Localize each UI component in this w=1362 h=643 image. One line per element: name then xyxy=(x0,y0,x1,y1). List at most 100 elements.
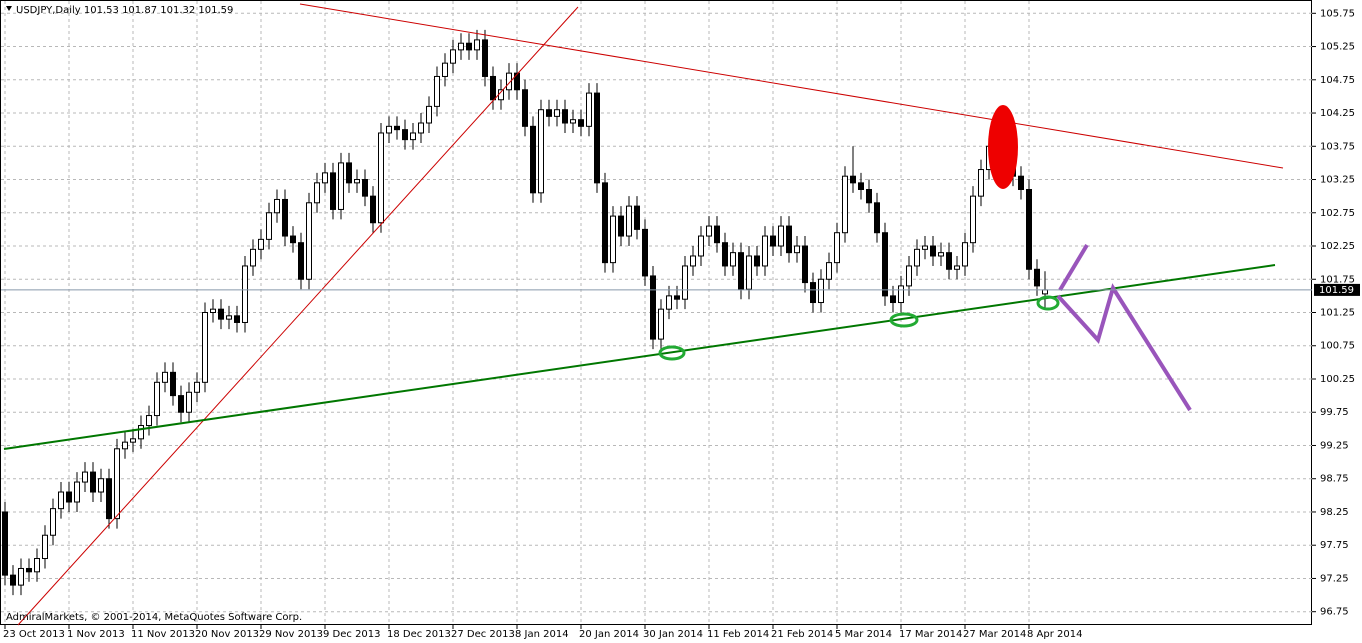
candle-body xyxy=(450,49,456,64)
candle-body xyxy=(810,282,816,304)
candle-body xyxy=(962,242,968,267)
candle-body xyxy=(234,315,240,323)
candle-body xyxy=(594,92,600,184)
candle-body xyxy=(474,39,480,51)
candle-body xyxy=(898,285,904,304)
candle-body xyxy=(402,129,408,141)
candle-body xyxy=(1018,175,1024,190)
candle-body xyxy=(682,265,688,300)
candle-body xyxy=(242,265,248,323)
x-tick-label: 8 Apr 2014 xyxy=(1027,629,1082,640)
candle-body xyxy=(10,574,16,586)
y-tick-label: 97.75 xyxy=(1320,540,1349,551)
x-tick-label: 21 Feb 2014 xyxy=(771,629,833,640)
candle-body xyxy=(746,255,752,290)
candle-body xyxy=(250,248,256,267)
candle-body xyxy=(362,179,368,197)
candle-body xyxy=(818,278,824,304)
candle-body xyxy=(866,188,872,204)
highlight-ellipse xyxy=(988,105,1018,189)
candle-body xyxy=(658,308,664,340)
x-tick-label: 11 Feb 2014 xyxy=(707,629,769,640)
candle-body xyxy=(130,438,136,443)
x-tick-label: 23 Oct 2013 xyxy=(3,629,65,640)
candle-body xyxy=(970,195,976,244)
candle-body xyxy=(154,381,160,417)
candle-body xyxy=(1026,188,1032,270)
candle-body xyxy=(618,215,624,237)
candle-body xyxy=(650,275,656,340)
candle-body xyxy=(282,198,288,237)
y-tick-label: 100.75 xyxy=(1320,341,1355,352)
x-tick-label: 27 Dec 2013 xyxy=(451,629,515,640)
x-tick-label: 27 Mar 2014 xyxy=(963,629,1026,640)
chart-title: USDJPY,Daily 101.53 101.87 101.32 101.59 xyxy=(16,5,233,16)
candle-body xyxy=(18,567,24,586)
candle-body xyxy=(82,471,88,483)
candle-body xyxy=(554,109,560,117)
candle-body xyxy=(218,308,224,320)
support-touch xyxy=(1036,295,1060,311)
candle-body xyxy=(786,225,792,254)
candle-body xyxy=(890,295,896,304)
annotations xyxy=(3,3,1284,626)
candle-body xyxy=(930,245,936,257)
support-touch xyxy=(889,312,919,328)
candle-body xyxy=(1034,268,1040,287)
candle-body xyxy=(546,109,552,117)
candle-body xyxy=(194,381,200,393)
candle-body xyxy=(706,225,712,237)
candle-body xyxy=(922,245,928,250)
candle-body xyxy=(698,235,704,257)
candle-body xyxy=(58,491,64,510)
candle-body xyxy=(634,205,640,230)
candle-body xyxy=(226,315,232,320)
candle-body xyxy=(90,471,96,493)
y-tick-label: 98.75 xyxy=(1320,474,1349,485)
candle-body xyxy=(642,228,648,277)
candle-body xyxy=(842,175,848,234)
x-tick-label: 8 Jan 2014 xyxy=(515,629,569,640)
candle-body xyxy=(714,225,720,244)
forecast-path xyxy=(1058,243,1089,292)
x-tick-label: 30 Jan 2014 xyxy=(643,629,703,640)
candle-body xyxy=(466,42,472,51)
current-price-box xyxy=(1314,283,1360,296)
candle-body xyxy=(794,245,800,254)
candle-body xyxy=(530,125,536,194)
candle-body xyxy=(418,122,424,134)
candle-body xyxy=(490,75,496,101)
y-tick-label: 100.25 xyxy=(1320,374,1355,385)
candle-body xyxy=(602,182,608,264)
x-tick-label: 18 Dec 2013 xyxy=(387,629,451,640)
candle-body xyxy=(442,62,448,77)
forecast-path xyxy=(1056,283,1192,412)
candle-body xyxy=(562,109,568,124)
candles xyxy=(2,29,1048,596)
candle-body xyxy=(434,75,440,107)
candle-body xyxy=(482,39,488,77)
y-tick-label: 96.75 xyxy=(1320,607,1349,618)
candle-body xyxy=(778,225,784,247)
y-tick-label: 103.75 xyxy=(1320,141,1355,152)
candle-body xyxy=(690,255,696,267)
candle-body xyxy=(314,182,320,204)
candle-body xyxy=(274,198,280,214)
candle-body xyxy=(306,202,312,280)
candle-body xyxy=(410,132,416,141)
candle-body xyxy=(34,558,40,573)
candle-body xyxy=(522,89,528,127)
candle-body xyxy=(266,212,272,240)
y-tick-label: 103.25 xyxy=(1320,175,1355,186)
candle-body xyxy=(426,105,432,124)
candle-body xyxy=(674,295,680,300)
support-line xyxy=(3,264,1276,450)
y-tick-label: 104.25 xyxy=(1320,108,1355,119)
current-price-label: 101.59 xyxy=(1319,285,1354,296)
candle-body xyxy=(122,441,128,450)
candle-body xyxy=(66,491,72,503)
candle-body xyxy=(858,182,864,190)
menu-arrow[interactable] xyxy=(6,6,12,11)
candle-body xyxy=(202,312,208,383)
candle-body xyxy=(50,508,56,536)
